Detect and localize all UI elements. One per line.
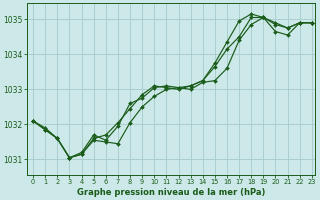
X-axis label: Graphe pression niveau de la mer (hPa): Graphe pression niveau de la mer (hPa) [77, 188, 265, 197]
